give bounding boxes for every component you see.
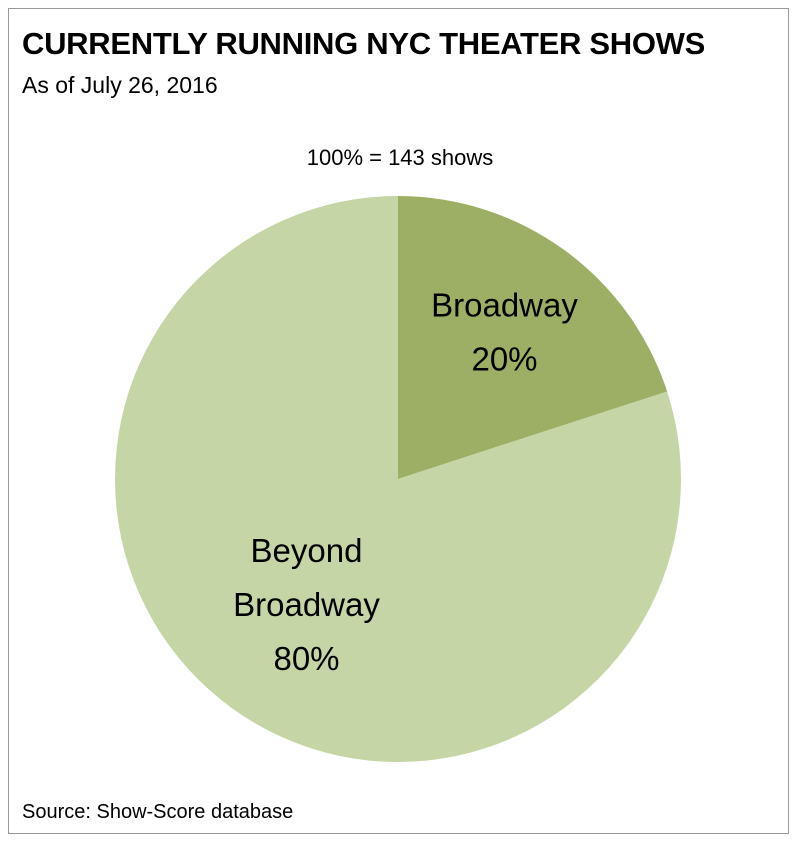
source-note: Source: Show-Score database	[22, 801, 294, 823]
slice-category-label: Beyond	[251, 532, 363, 569]
slice-value-label: 20%	[471, 341, 537, 378]
total-annotation: 100% = 143 shows	[306, 145, 494, 170]
chart-subtitle: As of July 26, 2016	[22, 72, 218, 98]
slice-label-0: Broadway 20%	[431, 287, 578, 378]
slice-value-label: 80%	[273, 640, 339, 677]
slice-category-label: Broadway	[431, 287, 578, 324]
slice-category-label: Broadway	[233, 586, 380, 623]
pie-slice-1	[115, 196, 682, 762]
chart-title: CURRENTLY RUNNING NYC THEATER SHOWS	[22, 26, 706, 61]
pie-slice-0	[398, 195, 668, 479]
slice-label-1: Beyond Broadway 80%	[233, 532, 380, 677]
